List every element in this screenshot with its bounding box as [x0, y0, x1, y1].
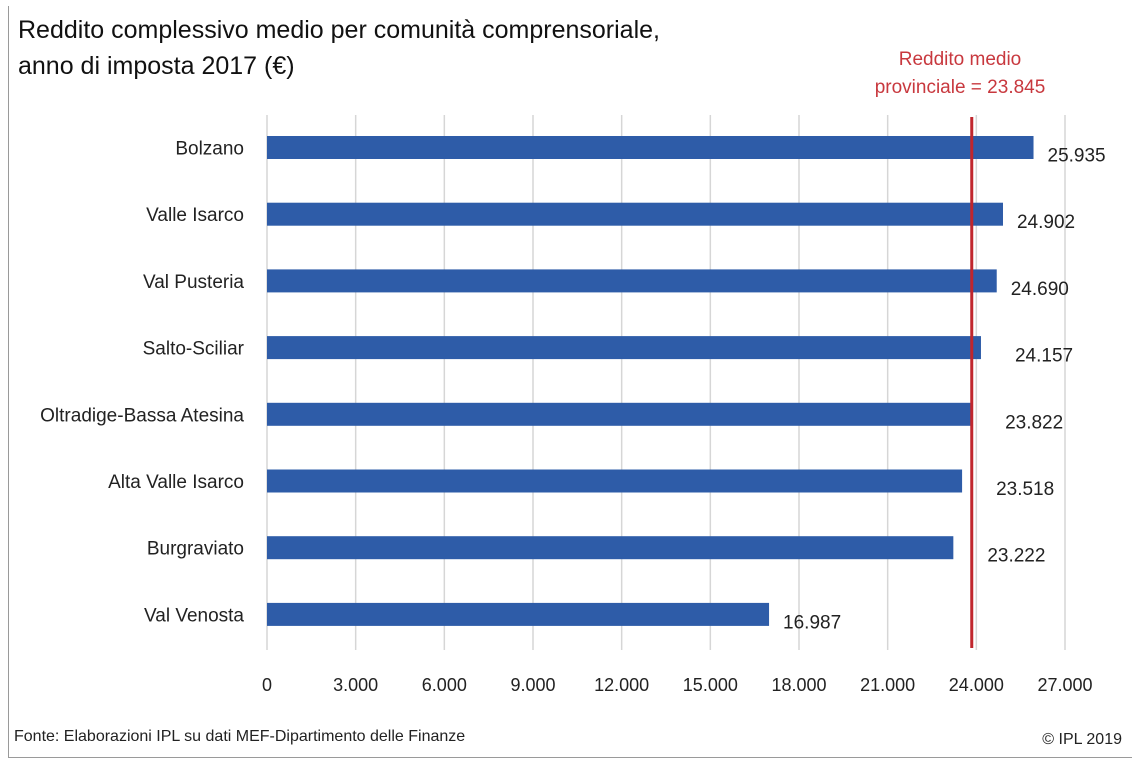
- x-tick-label: 24.000: [949, 675, 1004, 695]
- reference-line-label: Reddito medio provinciale = 23.845: [855, 46, 1065, 102]
- chart-title-line-2: anno di imposta 2017 (€): [18, 52, 295, 80]
- x-tick-label: 27.000: [1037, 675, 1092, 695]
- x-tick-label: 21.000: [860, 675, 915, 695]
- category-label: Oltradige-Bassa Atesina: [40, 405, 244, 426]
- x-tick-label: 15.000: [683, 675, 738, 695]
- category-label: Burgraviato: [147, 539, 244, 560]
- bar: [267, 536, 954, 560]
- source-note: Fonte: Elaborazioni IPL su dati MEF-Dipa…: [14, 728, 466, 745]
- category-label: Valle Isarco: [146, 205, 244, 226]
- bar: [267, 602, 770, 626]
- value-label: 25.935: [1048, 146, 1106, 167]
- x-tick-label: 18.000: [771, 675, 826, 695]
- value-label: 24.690: [1011, 279, 1069, 300]
- chart-frame: [8, 6, 1132, 758]
- chart-title-line-1: Reddito complessivo medio per comunità c…: [18, 16, 660, 44]
- bar: [267, 402, 972, 426]
- bar: [267, 336, 981, 360]
- category-label: Val Pusteria: [143, 272, 244, 293]
- category-label: Salto-Sciliar: [143, 339, 245, 360]
- category-label: Alta Valle Isarco: [108, 472, 244, 493]
- value-label: 24.902: [1017, 212, 1075, 233]
- value-label: 24.157: [1015, 346, 1073, 367]
- x-tick-label: 0: [262, 675, 272, 695]
- bar: [267, 469, 963, 493]
- value-label: 23.518: [996, 479, 1054, 500]
- value-label: 23.222: [987, 546, 1045, 567]
- bar: [267, 202, 1003, 226]
- x-tick-label: 12.000: [594, 675, 649, 695]
- bar: [267, 136, 1034, 159]
- x-tick-label: 3.000: [333, 675, 378, 695]
- category-label: Bolzano: [175, 139, 244, 160]
- copyright-note: © IPL 2019: [1042, 731, 1122, 748]
- x-tick-label: 9.000: [510, 675, 555, 695]
- chart-title: Reddito complessivo medio per comunità c…: [18, 12, 660, 84]
- value-label: 16.987: [783, 612, 841, 633]
- category-label: Val Venosta: [144, 605, 244, 626]
- x-tick-label: 6.000: [422, 675, 467, 695]
- reference-label-line-2: provinciale = 23.845: [874, 77, 1046, 98]
- reference-label-line-1: Reddito medio: [898, 49, 1022, 70]
- value-label: 23.822: [1005, 412, 1063, 433]
- bar: [267, 269, 997, 293]
